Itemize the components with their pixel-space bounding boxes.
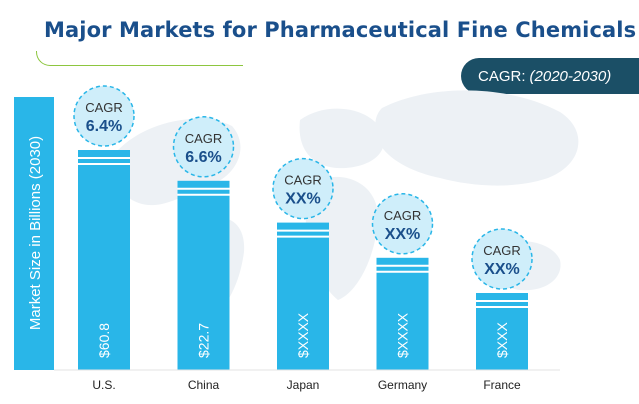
cagr-bubble bbox=[371, 193, 434, 255]
cagr-bubble-value: 6.6% bbox=[185, 149, 221, 166]
x-tick-label: Germany bbox=[378, 378, 427, 392]
cagr-bubble bbox=[172, 116, 235, 178]
cagr-bubble-value: 6.4% bbox=[86, 118, 122, 135]
bar-value-label: $60.8 bbox=[96, 323, 112, 358]
bar bbox=[277, 222, 329, 370]
bar bbox=[78, 150, 130, 370]
chart-title: Major Markets for Pharmaceutical Fine Ch… bbox=[44, 18, 637, 42]
y-axis-label: Market Size in Billions (2030) bbox=[27, 136, 44, 330]
y-axis-band bbox=[14, 97, 54, 370]
x-tick-label: France bbox=[483, 378, 521, 392]
bar bbox=[177, 180, 230, 370]
cagr-bubble-value: XX% bbox=[285, 191, 321, 208]
cagr-period-badge: CAGR: (2020-2030) bbox=[461, 58, 639, 94]
bar-value-label: $XXX bbox=[494, 322, 510, 358]
cagr-bubble-value: XX% bbox=[385, 226, 421, 243]
cagr-bubble-label: CAGR bbox=[284, 173, 322, 188]
cagr-bubble-label: CAGR bbox=[85, 100, 123, 115]
cagr-badge-label: CAGR: bbox=[478, 67, 526, 85]
cagr-bubble-label: CAGR bbox=[185, 131, 223, 146]
cagr-bubble-label: CAGR bbox=[483, 243, 521, 258]
bar-value-label: $22.7 bbox=[196, 323, 212, 358]
cagr-badge-period: (2020-2030) bbox=[529, 67, 612, 85]
bar-value-label: $XXXX bbox=[295, 312, 311, 358]
x-tick-label: U.S. bbox=[92, 378, 115, 392]
bar bbox=[476, 293, 528, 370]
bar bbox=[376, 257, 429, 370]
cagr-bubble-label: CAGR bbox=[384, 208, 422, 223]
cagr-bubble bbox=[272, 157, 334, 220]
cagr-bubble-value: XX% bbox=[484, 261, 520, 278]
x-tick-label: China bbox=[188, 378, 220, 392]
x-tick-label: Japan bbox=[287, 378, 320, 392]
cagr-bubble bbox=[471, 228, 533, 290]
cagr-bubble bbox=[73, 85, 135, 147]
bar-value-label: $XXXX bbox=[395, 312, 411, 358]
